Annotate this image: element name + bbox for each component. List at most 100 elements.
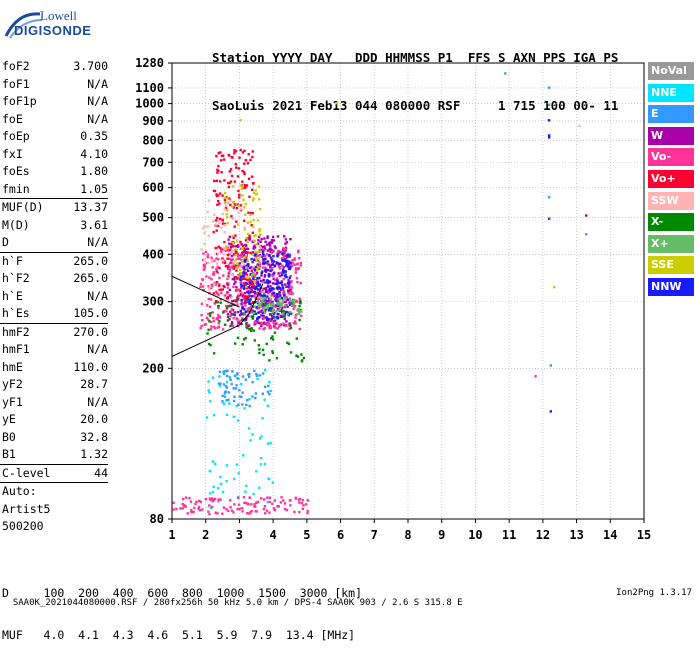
- echo-point-vo: [221, 257, 224, 260]
- echo-point-nnw: [278, 291, 281, 294]
- echo-point-e: [233, 395, 236, 398]
- echo-point-vo: [217, 325, 221, 329]
- echo-point-vo: [293, 258, 296, 261]
- echo-point-sse: [226, 209, 229, 212]
- echo-point-x: [218, 320, 221, 323]
- echo-point-vo: [298, 297, 301, 300]
- echo-point-w: [275, 322, 278, 325]
- echo-point-x: [257, 344, 260, 347]
- echo-point-vo: [278, 323, 281, 327]
- param-value: N/A: [87, 111, 108, 126]
- echo-point-vo: [203, 266, 206, 270]
- echo-point-x: [277, 298, 280, 301]
- echo-point-nnw: [264, 257, 267, 261]
- param-row-hmf2: hmF2 270.0: [0, 324, 110, 342]
- echo-point-ssw: [243, 226, 246, 230]
- echo-point-sse: [254, 234, 257, 237]
- echo-point-x: [259, 302, 263, 305]
- param-name: foE: [2, 111, 23, 126]
- echo-point-ssw: [203, 231, 206, 235]
- echo-point-nnw: [266, 295, 269, 298]
- echo-point-nne: [219, 475, 222, 479]
- echo-point-nnw: [271, 263, 274, 266]
- echo-point-vo: [220, 154, 224, 158]
- echo-point-vo: [220, 159, 223, 162]
- echo-point-nnw: [243, 308, 246, 311]
- echo-point-vo: [244, 304, 247, 307]
- echo-point-x: [295, 337, 298, 340]
- echo-point-ssw: [244, 254, 248, 257]
- echo-point-w: [255, 271, 259, 275]
- echo-point-vo: [229, 168, 233, 171]
- echo-point-sse: [249, 220, 252, 223]
- echo-point-vo: [251, 188, 254, 191]
- echo-point-vo: [212, 230, 215, 234]
- echo-point-ssw: [217, 220, 220, 223]
- echo-point-vo: [228, 181, 231, 185]
- echo-point-nnw: [289, 261, 292, 264]
- param-value: 4.10: [80, 146, 108, 161]
- echo-point-ssw: [200, 248, 203, 251]
- echo-point-vo: [231, 156, 234, 159]
- echo-point-vo: [300, 501, 304, 505]
- echo-point-vo: [222, 248, 225, 251]
- echo-point-w: [264, 240, 267, 243]
- echo-point-x: [264, 304, 267, 307]
- echo-point-vo: [265, 322, 268, 325]
- echo-point-ssw: [214, 293, 218, 297]
- echo-point-sse: [251, 253, 254, 256]
- echo-point-sse: [252, 191, 256, 195]
- echo-point-nne: [218, 375, 221, 378]
- echo-point-w: [256, 307, 259, 310]
- echo-point-x: [271, 351, 275, 355]
- echo-point-sse: [259, 255, 262, 258]
- echo-point-e: [248, 372, 251, 376]
- echo-point-vo: [223, 222, 227, 226]
- echo-point-vo: [218, 284, 221, 287]
- legend-item-ssw: SSW: [648, 191, 694, 210]
- y-tick-label: 1100: [135, 81, 164, 95]
- echo-point-ssw: [220, 226, 223, 229]
- param-value: 265.0: [73, 271, 108, 285]
- echo-point-nnw: [270, 317, 274, 321]
- echo-point-w: [235, 276, 238, 279]
- echo-point-x: [248, 327, 251, 331]
- echo-point-vo: [221, 328, 225, 331]
- echo-point-x: [296, 312, 299, 316]
- echo-point-nnw: [278, 262, 281, 265]
- echo-point-w: [280, 288, 283, 292]
- echo-point-sse: [259, 250, 262, 253]
- echo-point-vo: [244, 159, 248, 162]
- echo-point-vo: [247, 295, 250, 298]
- echo-point-nnw: [273, 264, 276, 268]
- echo-point-nnw: [269, 269, 272, 272]
- param-value: 110.0: [73, 359, 108, 374]
- echo-point-vo: [298, 501, 301, 504]
- echo-point-vo: [201, 319, 204, 322]
- echo-point-vo: [204, 497, 208, 501]
- echo-point-vo: [252, 182, 255, 185]
- echo-point-w: [252, 247, 255, 250]
- param-row-fof1: foF1 N/A: [0, 76, 110, 94]
- echo-point-nnw: [261, 270, 264, 273]
- echo-point-x: [284, 297, 287, 300]
- echo-point-w: [228, 288, 232, 292]
- echo-point-vo: [271, 502, 274, 505]
- echo-point-w: [234, 264, 238, 267]
- echo-point-x: [279, 302, 283, 305]
- echo-point-vo: [244, 501, 247, 505]
- echo-point-nnw: [261, 252, 265, 256]
- echo-point-sse: [247, 276, 250, 279]
- echo-point-vo: [251, 155, 254, 159]
- echo-point-w: [259, 310, 262, 313]
- echo-point-x: [261, 300, 264, 303]
- echo-point-nnw: [247, 292, 250, 295]
- profile-trace-line: [171, 283, 264, 357]
- echo-point-w: [283, 251, 286, 254]
- echo-point-vo: [197, 507, 200, 510]
- echo-point-vo: [200, 302, 204, 305]
- echo-point-vo: [288, 297, 291, 300]
- echo-point-vo: [233, 152, 236, 155]
- echo-point-w: [229, 245, 233, 249]
- echo-point-w: [285, 254, 288, 257]
